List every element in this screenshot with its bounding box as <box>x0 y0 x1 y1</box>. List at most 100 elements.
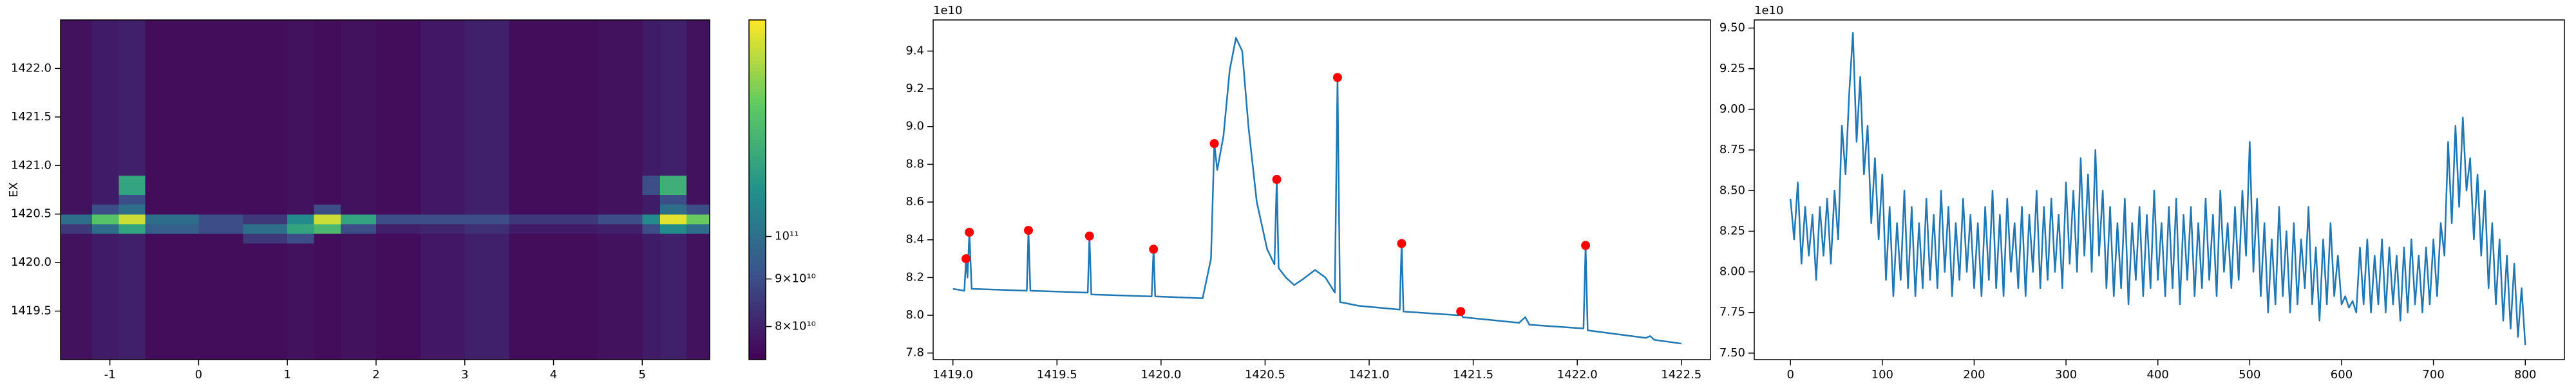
heatmap-cell <box>659 68 687 118</box>
heatmap-cell <box>687 233 710 244</box>
heatmap-cell <box>598 311 643 360</box>
panel: 0 100 200 300 400 500 600 700 800 7.50 7.75 8.00 8.2… <box>1719 4 2565 381</box>
colorbar-step <box>749 166 766 170</box>
heatmap-cell <box>243 262 288 312</box>
x-tick-label: 1420.5 <box>1245 368 1285 381</box>
heatmap-cell <box>642 175 661 196</box>
peak-marker <box>1209 139 1219 149</box>
colorbar-step <box>749 81 766 85</box>
heatmap-cell <box>420 262 466 312</box>
heatmap-cell <box>243 116 288 166</box>
colorbar-step <box>749 295 766 299</box>
x-tick-label: 1422.5 <box>1661 368 1701 381</box>
colorbar-step <box>749 128 766 133</box>
heatmap-cell <box>118 194 146 205</box>
heatmap-cell <box>145 116 199 166</box>
colorbar-step <box>749 329 766 333</box>
colorbar-step <box>749 111 766 116</box>
heatmap-cell <box>598 204 643 215</box>
colorbar-tick-label: 9×10¹⁰ <box>775 272 816 286</box>
colorbar-step <box>749 332 766 336</box>
heatmap-cell <box>464 204 510 215</box>
heatmap-cell <box>61 233 93 244</box>
colorbar-step <box>749 217 766 221</box>
heatmap-cell <box>198 175 243 196</box>
colorbar-step <box>749 356 766 360</box>
colorbar-step <box>749 47 766 51</box>
heatmap-cell <box>118 20 146 69</box>
heatmap-cell <box>314 243 341 263</box>
axis-offset-label: 1e10 <box>933 4 962 17</box>
panel: 1419.0 1419.5 1420.0 1420.5 1421.0 1421.5 1422… <box>905 4 1711 381</box>
heatmap-cell <box>598 262 643 312</box>
colorbar-step <box>749 101 766 106</box>
heatmap-cell <box>553 223 598 234</box>
y-tick-label: 9.00 <box>1719 102 1745 116</box>
heatmap-cell <box>553 243 598 263</box>
heatmap-cell <box>145 311 199 360</box>
heatmap-cell <box>92 214 119 225</box>
colorbar-step <box>749 186 766 190</box>
heatmap-cell <box>375 20 421 69</box>
colorbar-frame <box>748 19 766 360</box>
heatmap-cell <box>243 175 288 196</box>
colorbar-step <box>749 118 766 122</box>
heatmap-cell <box>642 233 661 244</box>
heatmap-cell <box>420 68 466 118</box>
colorbar-step <box>749 312 766 316</box>
heatmap-cell <box>145 204 199 215</box>
heatmap-cell <box>340 214 377 225</box>
heatmap-cell <box>420 214 466 225</box>
x-tick-label: 700 <box>2422 368 2444 381</box>
heatmap-cell <box>92 204 119 215</box>
y-tick-label: 1419.5 <box>11 304 52 318</box>
heatmap-cell <box>287 243 315 263</box>
colorbar-step <box>749 108 766 113</box>
heatmap-cell <box>314 262 341 312</box>
heatmap-cell <box>420 233 466 244</box>
heatmap-cell <box>340 175 377 196</box>
colorbar-step <box>749 40 766 44</box>
x-tick-label: 300 <box>2055 368 2077 381</box>
heatmap-cell <box>92 223 119 234</box>
heatmap-cell <box>509 20 554 69</box>
heatmap-cell <box>464 194 510 205</box>
colorbar-step <box>749 77 766 82</box>
heatmap-cell <box>198 116 243 166</box>
colorbar-step <box>749 64 766 68</box>
x-tick-label: 3 <box>461 368 468 381</box>
heatmap-cell <box>659 175 687 196</box>
heatmap-cell <box>314 204 341 215</box>
colorbar-step <box>749 122 766 126</box>
heatmap-cell <box>642 223 661 234</box>
heatmap-cell <box>61 204 93 215</box>
y-tick-label: 9.25 <box>1719 62 1745 75</box>
heatmap-cell <box>314 233 341 244</box>
colorbar-step <box>749 207 766 211</box>
heatmap-cell <box>420 175 466 196</box>
colorbar-step <box>749 230 766 235</box>
heatmap-cell <box>420 194 466 205</box>
x-tick-label: 400 <box>2147 368 2169 381</box>
y-tick-label: 9.50 <box>1719 21 1745 35</box>
colorbar-step <box>749 227 766 231</box>
heatmap-cell <box>61 194 93 205</box>
heatmap-cell <box>314 214 341 225</box>
heatmap-cell <box>659 262 687 312</box>
heatmap-cell <box>314 311 341 360</box>
heatmap-cell <box>659 204 687 215</box>
colorbar-step <box>749 115 766 119</box>
heatmap-cell <box>198 20 243 69</box>
colorbar-step <box>749 336 766 340</box>
heatmap-cell <box>92 165 119 176</box>
heatmap-cell <box>509 262 554 312</box>
heatmap-cell <box>287 262 315 312</box>
heatmap-cell <box>375 175 421 196</box>
y-tick-label: 1420.0 <box>11 255 52 269</box>
heatmap-cell <box>243 194 288 205</box>
heatmap-cell <box>145 233 199 244</box>
heatmap-cell <box>464 311 510 360</box>
peak-marker <box>1149 244 1159 254</box>
heatmap-cell <box>464 223 510 234</box>
heatmap-cell <box>553 204 598 215</box>
